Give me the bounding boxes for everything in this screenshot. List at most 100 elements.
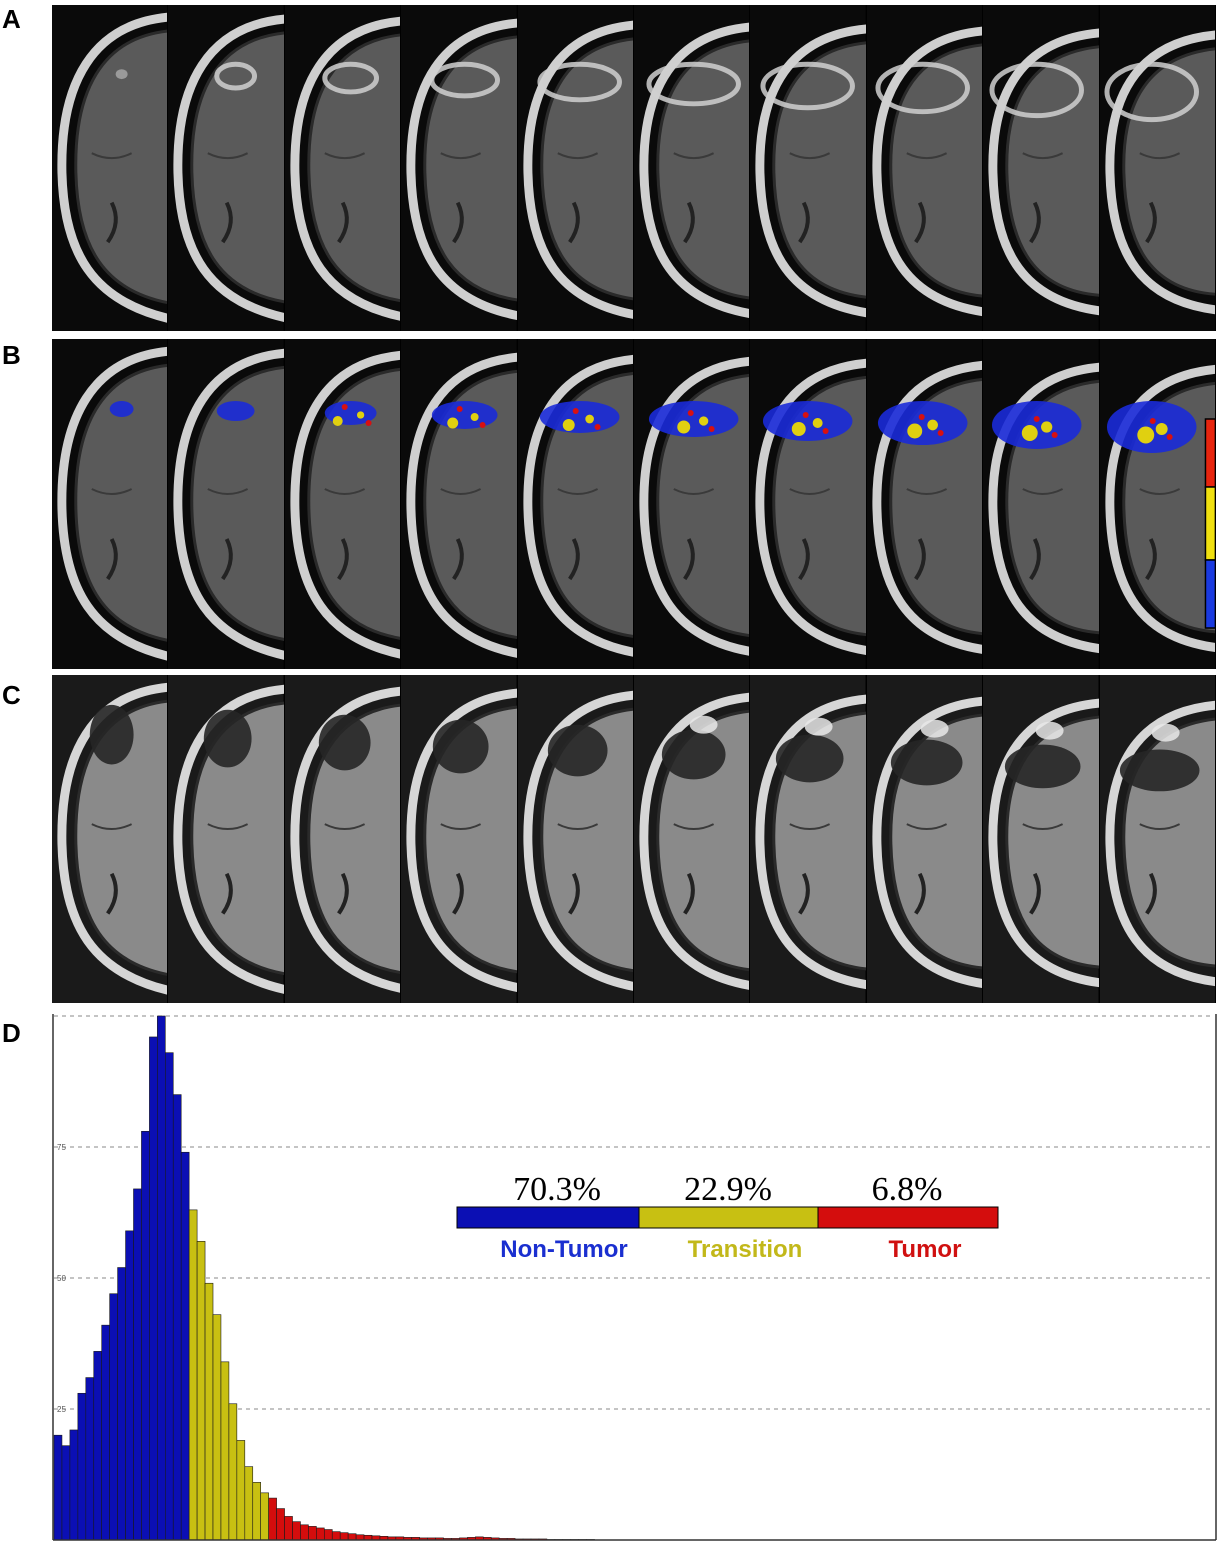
mri-slice [284, 339, 402, 669]
mri-slice-image [634, 675, 750, 1003]
mri-slice [983, 339, 1100, 669]
mri-slice [517, 5, 635, 331]
mri-slice-image [401, 675, 517, 1003]
mri-slice [634, 675, 751, 1003]
histogram-bar-tumor [276, 1508, 285, 1541]
histogram-bar-non-tumor [157, 1015, 166, 1541]
histogram-bar-non-tumor [165, 1052, 174, 1541]
mri-slice [52, 339, 169, 669]
histogram-bar-tumor [355, 1534, 365, 1541]
mri-slice-image [52, 339, 168, 669]
mri-slice [284, 5, 402, 331]
mri-slice [1099, 5, 1216, 331]
y-tick-label: 75 [57, 1143, 66, 1152]
pct-tumor: 6.8% [872, 1171, 943, 1208]
mri-slice [52, 675, 169, 1003]
histogram-bar-non-tumor [77, 1392, 87, 1541]
histogram-bar-non-tumor [109, 1293, 118, 1541]
mri-slice-image [983, 5, 1099, 331]
mri-slice [750, 339, 867, 669]
mri-slice-image [168, 5, 284, 331]
mri-slice [517, 339, 635, 669]
histogram-bar-transition [204, 1282, 214, 1541]
mri-slice [750, 5, 867, 331]
gridlines: 25 50 75 [54, 1015, 1214, 1414]
histogram-bar-transition [236, 1440, 246, 1541]
proportion-segment-non-tumor [456, 1206, 640, 1229]
histogram-bar-non-tumor [125, 1230, 134, 1541]
mri-slice-image [284, 5, 401, 331]
mri-slice-image [284, 339, 401, 669]
histogram-bar-tumor [268, 1497, 277, 1541]
histogram-bar-tumor [292, 1521, 301, 1541]
histogram-bar-tumor [347, 1533, 357, 1541]
panel-label-b: B [2, 340, 21, 370]
mri-slice [866, 675, 984, 1003]
histogram-bar-tumor [308, 1526, 317, 1541]
histogram-bar-non-tumor [93, 1351, 102, 1541]
mri-slice-image [634, 339, 750, 669]
mri-slice [634, 5, 751, 331]
histogram-bar-transition [260, 1492, 269, 1541]
mri-slice-image [866, 339, 983, 669]
histogram-bar-tumor [323, 1529, 333, 1541]
mri-slice [401, 339, 518, 669]
mri-slice [168, 5, 285, 331]
mri-slice [983, 5, 1100, 331]
proportion-segment-tumor [817, 1206, 999, 1229]
proportion-segment-transition [638, 1206, 819, 1229]
mri-slice [866, 339, 984, 669]
histogram-bar-tumor [339, 1532, 349, 1541]
mri-slice [168, 675, 285, 1003]
mri-slice [750, 675, 867, 1003]
mri-strip-tumor-overlay [52, 339, 1216, 669]
histogram-bar-transition [188, 1209, 198, 1541]
mri-slice-image [866, 675, 983, 1003]
histogram-bar-non-tumor [133, 1188, 142, 1541]
mri-slice-image [750, 339, 866, 669]
histogram-bar-transition [212, 1314, 222, 1541]
mri-slice-image [1099, 5, 1216, 331]
histogram-bar-non-tumor [61, 1445, 71, 1541]
histogram-bar-non-tumor [85, 1377, 95, 1541]
label-non-tumor: Non-Tumor [500, 1236, 628, 1263]
histogram-bar-tumor [331, 1531, 341, 1541]
mri-slice-image [1099, 339, 1216, 669]
mri-slice [168, 339, 285, 669]
mri-slice-image [284, 675, 401, 1003]
mri-slice-image [634, 5, 750, 331]
mri-slice-image [517, 5, 634, 331]
mri-strip-contrast-enhanced [52, 5, 1216, 331]
mri-slice [634, 339, 751, 669]
histogram-bar-transition [228, 1403, 238, 1541]
histogram-bar-non-tumor [172, 1094, 182, 1541]
histogram-bar-non-tumor [117, 1267, 126, 1541]
mri-slice-image [983, 339, 1099, 669]
mri-slice [866, 5, 984, 331]
mri-strip-followup [52, 675, 1216, 1003]
y-tick-label: 25 [57, 1405, 66, 1414]
pct-transition: 22.9% [684, 1171, 772, 1208]
histogram-bar-non-tumor [101, 1324, 110, 1541]
mri-slice-image [983, 675, 1099, 1003]
mri-slice-image [517, 339, 634, 669]
histogram-bar-transition [220, 1361, 230, 1541]
mri-slice-image [517, 675, 634, 1003]
plot-background [52, 1012, 1218, 1542]
panel-label-c: C [2, 680, 21, 710]
histogram-bar-transition [244, 1466, 254, 1541]
mri-slice-image [168, 339, 284, 669]
histogram-bar-tumor [284, 1516, 293, 1541]
histogram-bar-non-tumor [69, 1429, 79, 1541]
mri-slice-image [750, 5, 866, 331]
mri-slice [1099, 339, 1216, 669]
histogram-bar-transition [196, 1241, 206, 1541]
histogram-bar-non-tumor [141, 1130, 150, 1541]
panel-label-a: A [2, 4, 21, 34]
label-tumor: Tumor [889, 1236, 962, 1263]
y-tick-label: 50 [57, 1274, 66, 1283]
mri-slice-image [52, 675, 168, 1003]
histogram-panel: 25 50 75 70.3% 22.9% 6.8% Non-Tumor Transi… [52, 1012, 1218, 1542]
histogram-bar-tumor [300, 1524, 309, 1541]
histogram-bar-tumor [316, 1527, 325, 1541]
